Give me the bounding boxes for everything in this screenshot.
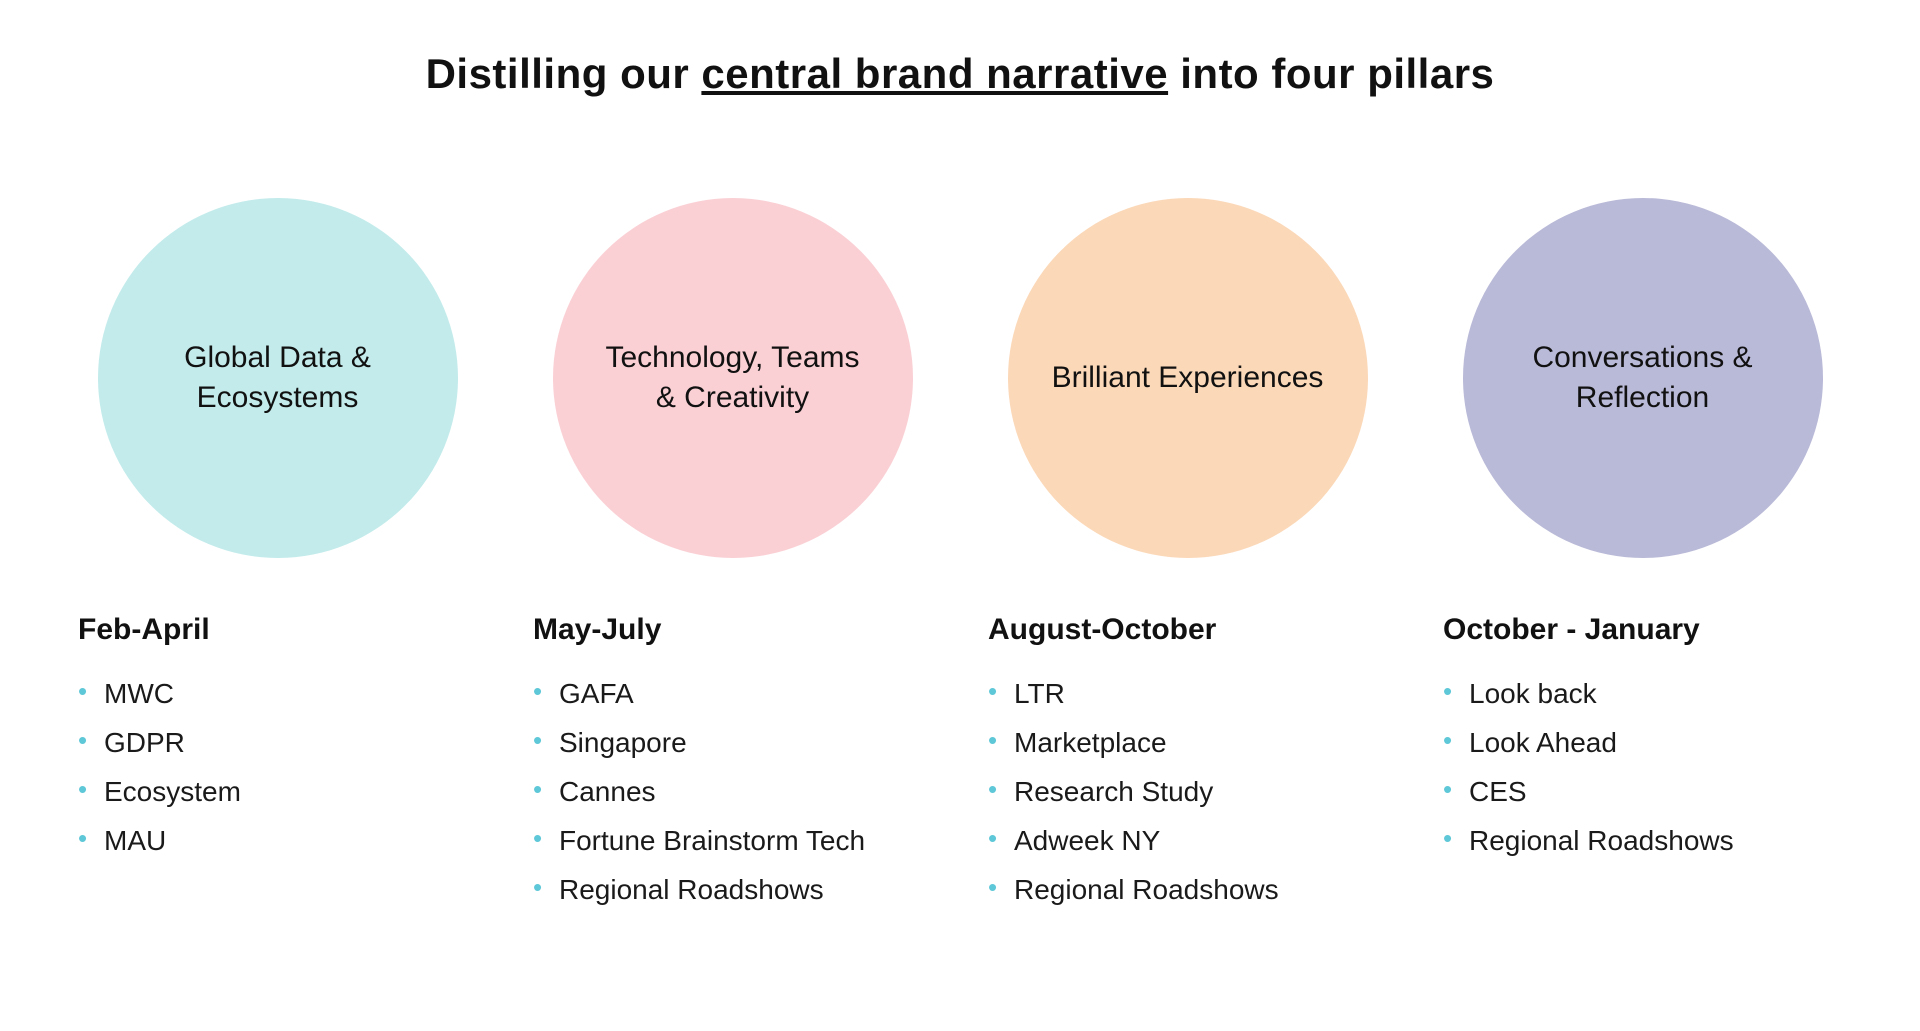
list-item: GAFA <box>533 669 865 718</box>
pillar-2-period: August-October <box>980 613 1216 647</box>
list-item: Adweek NY <box>988 816 1279 865</box>
list-item: Look back <box>1443 669 1734 718</box>
list-item: MWC <box>78 669 241 718</box>
pillar-0: Global Data & Ecosystems Feb-April MWCGD… <box>70 198 485 914</box>
list-item: Look Ahead <box>1443 718 1734 767</box>
pillar-1-circle: Technology, Teams & Creativity <box>553 198 913 558</box>
list-item: MAU <box>78 816 241 865</box>
pillar-2-circle: Brilliant Experiences <box>1008 198 1368 558</box>
pillar-3: Conversations & Reflection October - Jan… <box>1435 198 1850 914</box>
list-item: LTR <box>988 669 1279 718</box>
pillar-2: Brilliant Experiences August-October LTR… <box>980 198 1395 914</box>
list-item: Cannes <box>533 767 865 816</box>
list-item: Research Study <box>988 767 1279 816</box>
pillar-3-items: Look backLook AheadCESRegional Roadshows <box>1435 669 1734 865</box>
list-item: Marketplace <box>988 718 1279 767</box>
pillar-1: Technology, Teams & Creativity May-July … <box>525 198 940 914</box>
pillar-1-items: GAFASingaporeCannesFortune Brainstorm Te… <box>525 669 865 914</box>
title-pre: Distilling our <box>426 50 702 97</box>
title-post: into four pillars <box>1168 50 1494 97</box>
pillar-0-label: Global Data & Ecosystems <box>138 338 418 419</box>
pillar-3-label: Conversations & Reflection <box>1503 338 1783 419</box>
pillar-2-label: Brilliant Experiences <box>1052 358 1324 399</box>
list-item: GDPR <box>78 718 241 767</box>
pillar-1-label: Technology, Teams & Creativity <box>593 338 873 419</box>
list-item: Regional Roadshows <box>1443 816 1734 865</box>
pillar-1-period: May-July <box>525 613 661 647</box>
pillar-3-circle: Conversations & Reflection <box>1463 198 1823 558</box>
list-item: CES <box>1443 767 1734 816</box>
pillar-0-items: MWCGDPREcosystemMAU <box>70 669 241 865</box>
list-item: Singapore <box>533 718 865 767</box>
list-item: Fortune Brainstorm Tech <box>533 816 865 865</box>
title-underlined: central brand narrative <box>701 50 1168 97</box>
pillars-row: Global Data & Ecosystems Feb-April MWCGD… <box>60 198 1860 914</box>
page-title: Distilling our central brand narrative i… <box>60 50 1860 98</box>
list-item: Ecosystem <box>78 767 241 816</box>
pillar-2-items: LTRMarketplaceResearch StudyAdweek NYReg… <box>980 669 1279 914</box>
list-item: Regional Roadshows <box>533 865 865 914</box>
list-item: Regional Roadshows <box>988 865 1279 914</box>
pillar-0-circle: Global Data & Ecosystems <box>98 198 458 558</box>
pillar-0-period: Feb-April <box>70 613 210 647</box>
pillar-3-period: October - January <box>1435 613 1700 647</box>
